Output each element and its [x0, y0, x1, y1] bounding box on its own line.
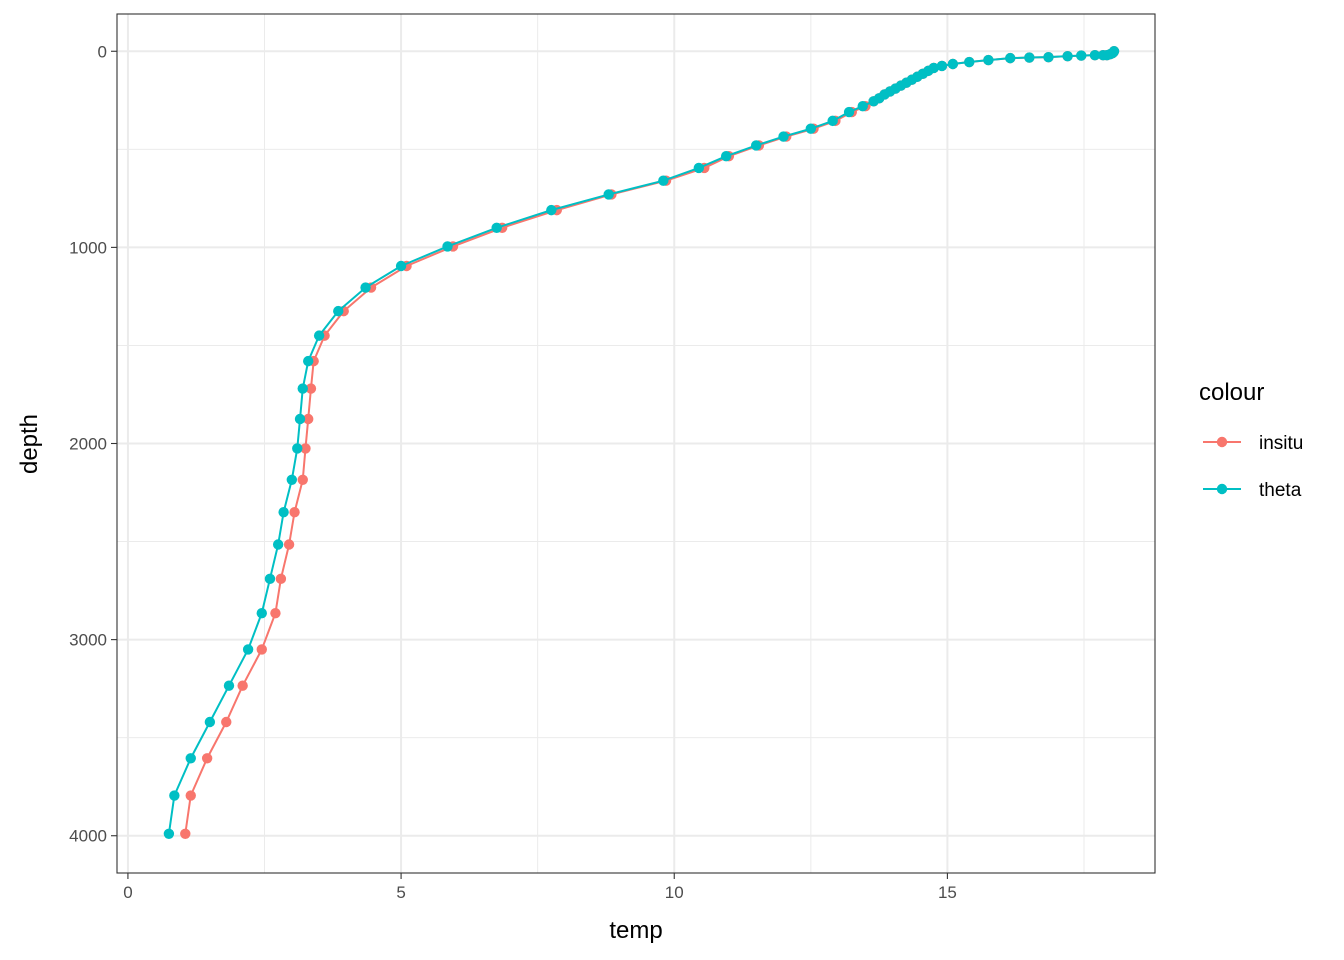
data-point-theta [843, 106, 855, 118]
data-point-insitu [185, 790, 196, 801]
data-point-theta [163, 828, 175, 839]
data-point-insitu [270, 607, 281, 619]
data-point-theta [936, 60, 948, 72]
legend-label-insitu: insitu [1259, 433, 1303, 454]
data-point-theta [272, 539, 284, 550]
data-point-theta [292, 443, 303, 454]
legend-item-theta: theta [1203, 480, 1302, 501]
data-point-theta [360, 282, 371, 293]
x-axis: 0 5 10 15 [123, 873, 957, 902]
y-axis: 0 1000 2000 3000 4000 [69, 42, 117, 846]
data-point-theta [395, 260, 407, 272]
data-point-theta [964, 56, 975, 68]
legend-title: colour [1199, 379, 1264, 406]
data-point-insitu [237, 680, 248, 691]
data-point-insitu [201, 753, 213, 764]
data-point-theta [750, 140, 762, 151]
data-point-theta [658, 175, 669, 186]
x-tick-label: 15 [938, 883, 957, 902]
major-gridlines [117, 14, 1155, 873]
data-point-insitu [305, 383, 317, 394]
y-tick-label: 4000 [69, 827, 107, 846]
data-point-theta [868, 96, 879, 107]
x-tick-label: 0 [123, 883, 132, 902]
data-point-theta [827, 115, 838, 127]
y-tick-label: 2000 [69, 435, 107, 454]
legend-key-point-insitu [1216, 436, 1228, 448]
series-theta [163, 46, 1120, 839]
x-tick-label: 10 [665, 883, 684, 902]
y-axis-title: depth [16, 414, 43, 474]
data-point-theta [278, 506, 289, 518]
data-point-theta [546, 204, 557, 216]
data-point-theta [333, 305, 344, 317]
data-point-theta [1024, 52, 1035, 63]
data-point-theta [169, 790, 180, 801]
legend: colour insitu theta [1199, 379, 1303, 501]
data-point-theta [256, 607, 267, 619]
data-point-theta [297, 383, 308, 394]
data-point-theta [805, 123, 817, 134]
data-point-theta [693, 162, 705, 174]
data-point-theta [983, 54, 994, 66]
data-point-theta [857, 100, 868, 112]
data-point-insitu [283, 539, 295, 550]
data-point-theta [204, 716, 216, 728]
data-point-theta [286, 474, 298, 485]
data-point-insitu [300, 443, 311, 454]
data-point-insitu [221, 716, 232, 728]
legend-label-theta: theta [1259, 480, 1302, 501]
data-point-theta [1043, 51, 1054, 63]
x-axis-title: temp [609, 917, 662, 944]
data-point-theta [947, 58, 959, 70]
data-point-insitu [289, 506, 300, 518]
y-tick-label: 1000 [69, 238, 107, 257]
data-point-insitu [297, 474, 308, 485]
data-point-theta [223, 680, 235, 691]
data-point-theta [313, 330, 325, 341]
data-point-theta [264, 573, 276, 585]
legend-key-point-theta [1216, 483, 1228, 495]
data-point-theta [603, 189, 614, 200]
y-tick-label: 0 [98, 42, 107, 61]
data-point-theta [303, 355, 314, 367]
data-point-theta [1076, 50, 1087, 61]
data-point-theta [294, 413, 306, 425]
y-tick-label: 3000 [69, 631, 107, 650]
data-point-theta [720, 150, 732, 162]
data-point-theta [778, 131, 789, 142]
data-point-theta [1089, 49, 1101, 61]
data-point-insitu [275, 573, 287, 585]
data-point-insitu [303, 413, 314, 425]
data-point-theta [491, 222, 502, 233]
data-point-theta [442, 241, 453, 252]
series-layer [163, 46, 1120, 839]
data-point-theta [1005, 52, 1016, 64]
data-point-theta [1097, 49, 1109, 61]
data-point-theta [185, 753, 196, 764]
legend-item-insitu: insitu [1203, 433, 1303, 454]
data-point-insitu [180, 828, 191, 839]
data-point-theta [242, 644, 254, 655]
data-point-theta [1062, 50, 1073, 62]
x-tick-label: 5 [396, 883, 405, 902]
data-point-insitu [256, 644, 267, 655]
